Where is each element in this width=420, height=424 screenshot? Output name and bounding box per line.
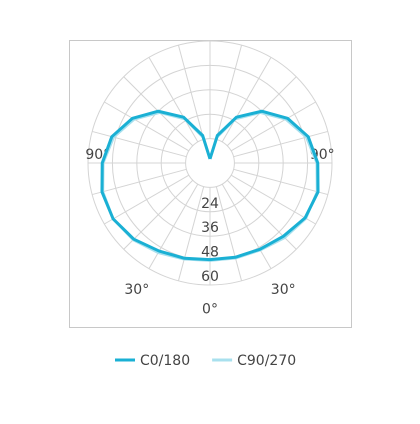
grid-spoke [148, 183, 199, 269]
grid-spoke [177, 186, 205, 281]
grid-spoke [177, 45, 205, 140]
grid-spoke [226, 179, 297, 250]
grid-spoke [221, 183, 272, 269]
angle-tick-label: 0° [202, 301, 218, 317]
grid-spoke [104, 101, 190, 152]
angle-tick-label: 30° [124, 282, 149, 298]
grid-spoke [230, 174, 316, 225]
grid-spoke [221, 57, 272, 143]
grid-spoke [92, 168, 187, 196]
grid-spoke [123, 179, 194, 250]
grid-spoke [233, 130, 328, 158]
grid-spoke [148, 57, 199, 143]
grid-spoke [215, 186, 243, 281]
series-line [100, 109, 320, 262]
grid-spoke [215, 45, 243, 140]
frame [69, 40, 352, 328]
grid-spoke [104, 174, 190, 225]
grid-spoke [233, 168, 328, 196]
angle-tick-label: 30° [271, 282, 296, 298]
grid-ring [185, 138, 235, 188]
legend-label: C90/270 [237, 353, 296, 369]
legend-label: C0/180 [140, 353, 190, 369]
grid-spoke [92, 130, 187, 158]
grid-spoke [230, 101, 316, 152]
